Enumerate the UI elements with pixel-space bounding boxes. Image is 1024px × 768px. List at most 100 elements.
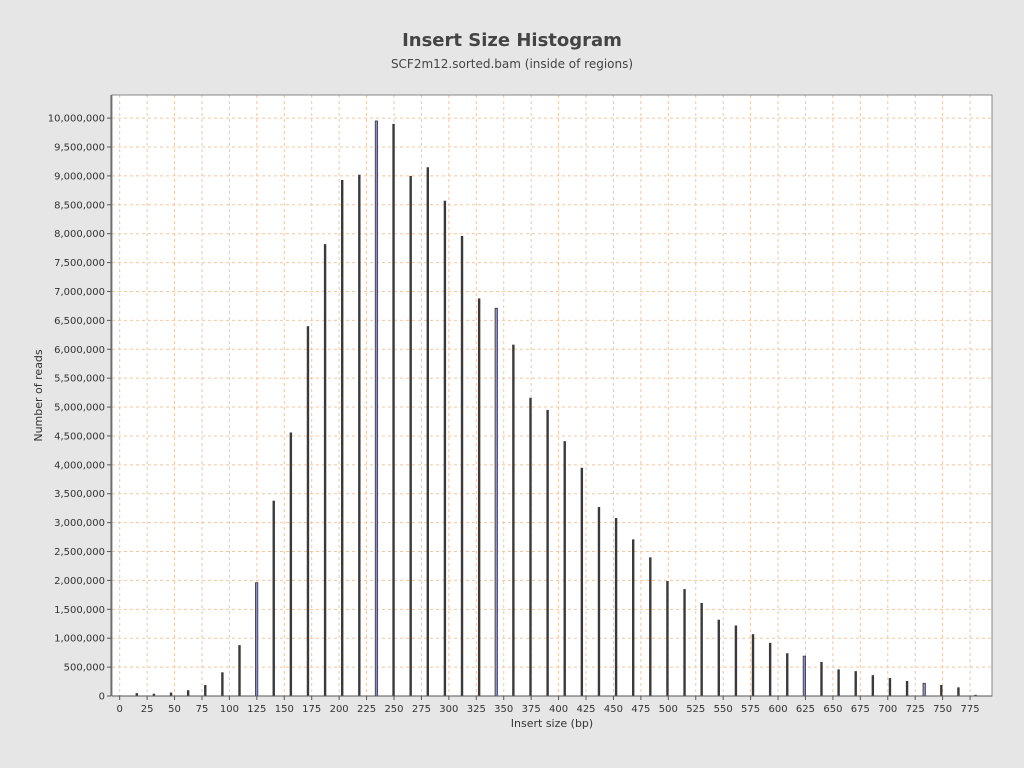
y-tick-label: 4,000,000 [54,460,105,471]
histogram-bar [563,441,566,696]
histogram-bar [751,634,755,696]
histogram-bar [494,307,498,697]
y-tick-label: 6,000,000 [54,345,105,356]
histogram-bar [580,467,584,696]
histogram-bar [529,397,532,696]
x-tick-label: 425 [576,704,595,715]
x-tick-label: 700 [878,704,897,715]
histogram-bar [135,693,138,696]
y-tick-label: 500,000 [64,663,105,674]
x-tick-label: 0 [116,704,122,715]
axes: 0 25 50 75 100 125 150 175 200 225 250 275 300 325 350… [48,94,993,715]
y-tick-label: 5,500,000 [54,374,105,385]
histogram-bar [734,625,738,696]
histogram-bar [854,671,857,696]
histogram-bar [940,685,943,696]
x-tick-label: 175 [302,704,321,715]
histogram-bar [614,518,618,696]
histogram-bar [204,685,207,696]
histogram-bar [477,298,481,696]
y-tick-label: 8,500,000 [54,200,105,211]
x-tick-label: 100 [220,704,239,715]
plot-area [112,95,992,696]
x-tick-label: 375 [522,704,541,715]
histogram-bar [323,244,327,696]
x-tick-label: 475 [631,704,650,715]
histogram-bar [871,675,875,696]
histogram-bar [717,619,720,696]
histogram-bar [888,678,892,696]
x-tick-label: 150 [275,704,294,715]
x-tick-label: 200 [330,704,349,715]
histogram-bar [409,175,412,697]
histogram-bar [837,669,840,696]
x-tick-label: 400 [549,704,568,715]
y-tick-label: 0 [99,692,105,703]
histogram-bar [152,693,156,696]
x-tick-label: 75 [196,704,209,715]
histogram-bar [443,200,447,697]
x-tick-label: 750 [933,704,952,715]
histogram-bar [768,642,772,696]
x-tick-label: 550 [714,704,733,715]
histogram-bar [905,680,909,696]
y-tick-label: 2,000,000 [54,576,105,587]
x-tick-label: 300 [439,704,458,715]
x-tick-label: 325 [467,704,486,715]
x-tick-label: 50 [168,704,181,715]
y-tick-label: 7,000,000 [54,287,105,298]
x-axis-label: Insert size (bp) [511,717,593,730]
histogram-bar [957,687,960,696]
x-tick-label: 625 [796,704,815,715]
histogram-bar [820,661,823,696]
chart-subtitle: SCF2m12.sorted.bam (inside of regions) [390,57,634,71]
histogram-bar [426,167,429,696]
histogram-bar [169,692,173,696]
y-tick-label: 2,500,000 [54,547,105,558]
histogram-bar [802,655,806,697]
histogram-bar [460,236,464,696]
y-tick-label: 6,500,000 [54,316,105,327]
y-axis-label: Number of reads [32,349,45,442]
histogram-bar [649,557,652,696]
x-tick-label: 125 [247,704,266,715]
y-tick-label: 4,500,000 [54,431,105,442]
y-tick-label: 10,000,000 [48,114,105,125]
x-tick-label: 725 [906,704,925,715]
histogram-bar [358,174,361,697]
histogram-bar [186,690,190,696]
histogram-bar [546,409,549,696]
x-tick-label: 600 [768,704,787,715]
histogram-bar [512,344,515,696]
x-tick-label: 250 [384,704,403,715]
y-tick-label: 8,000,000 [54,229,105,240]
histogram-bar [289,432,293,696]
chart-title: Insert Size Histogram [402,30,622,51]
histogram-bar [392,123,395,697]
histogram-bar [786,653,789,696]
histogram-bar [683,589,686,696]
y-tick-label: 9,000,000 [54,171,105,182]
y-tick-label: 7,500,000 [54,258,105,269]
x-tick-label: 650 [823,704,842,715]
y-tick-label: 1,000,000 [54,634,105,645]
histogram-bar [374,120,379,697]
x-tick-label: 775 [961,704,980,715]
histogram-bar [255,582,259,697]
y-tick-label: 9,500,000 [54,143,105,154]
y-tick-label: 5,000,000 [54,403,105,414]
histogram-bar [272,500,275,696]
histogram-bar [597,507,601,696]
x-tick-label: 500 [659,704,678,715]
histogram-bar [922,682,926,697]
x-tick-label: 275 [412,704,431,715]
y-tick-label: 1,500,000 [54,605,105,616]
x-tick-label: 450 [604,704,623,715]
x-tick-label: 675 [851,704,870,715]
x-tick-label: 525 [686,704,705,715]
histogram-bar [238,645,241,696]
histogram-bar [306,326,310,696]
histogram-bar [974,694,977,696]
histogram-bar [631,539,635,696]
